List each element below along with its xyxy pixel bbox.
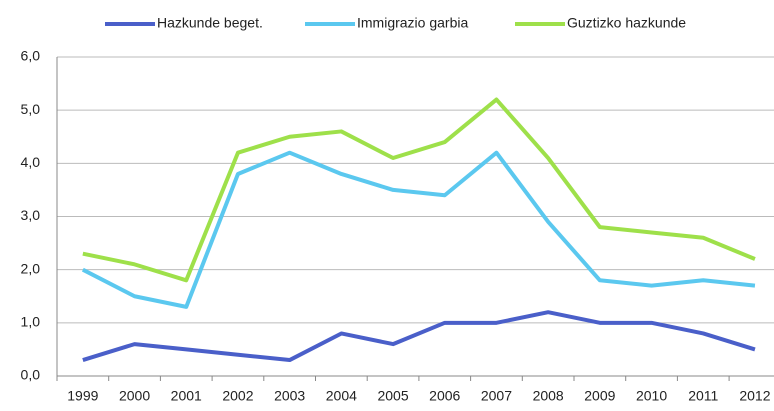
x-tick-label: 2006 bbox=[429, 388, 460, 404]
x-tick-label: 2003 bbox=[274, 388, 305, 404]
x-tick-label: 2012 bbox=[739, 388, 770, 404]
x-tick-label: 2011 bbox=[688, 388, 718, 404]
x-tick-label: 2005 bbox=[377, 388, 408, 404]
y-tick-label: 6,0 bbox=[21, 48, 41, 64]
series-line bbox=[82, 310, 756, 363]
x-tick-label: 2001 bbox=[171, 388, 202, 404]
y-tick-label: 0,0 bbox=[21, 367, 41, 383]
x-tick-label: 2009 bbox=[584, 388, 615, 404]
x-tick-label: 2002 bbox=[222, 388, 253, 404]
x-tick-label: 2000 bbox=[119, 388, 150, 404]
legend-label: Guztizko hazkunde bbox=[567, 15, 686, 31]
series-line bbox=[81, 150, 756, 309]
y-tick-label: 3,0 bbox=[21, 207, 41, 223]
legend-label: Immigrazio garbia bbox=[357, 15, 468, 31]
x-tick-label: 2010 bbox=[636, 388, 667, 404]
y-tick-label: 5,0 bbox=[21, 101, 41, 117]
legend-label: Hazkunde beget. bbox=[157, 15, 263, 31]
x-tick-label: 2004 bbox=[326, 388, 357, 404]
y-tick-label: 1,0 bbox=[21, 314, 41, 330]
x-tick-label: 2007 bbox=[481, 388, 512, 404]
x-tick-label: 2008 bbox=[533, 388, 564, 404]
y-tick-label: 4,0 bbox=[21, 154, 41, 170]
y-tick-label: 2,0 bbox=[21, 260, 41, 276]
x-tick-label: 1999 bbox=[67, 388, 98, 404]
series-line bbox=[82, 97, 756, 283]
